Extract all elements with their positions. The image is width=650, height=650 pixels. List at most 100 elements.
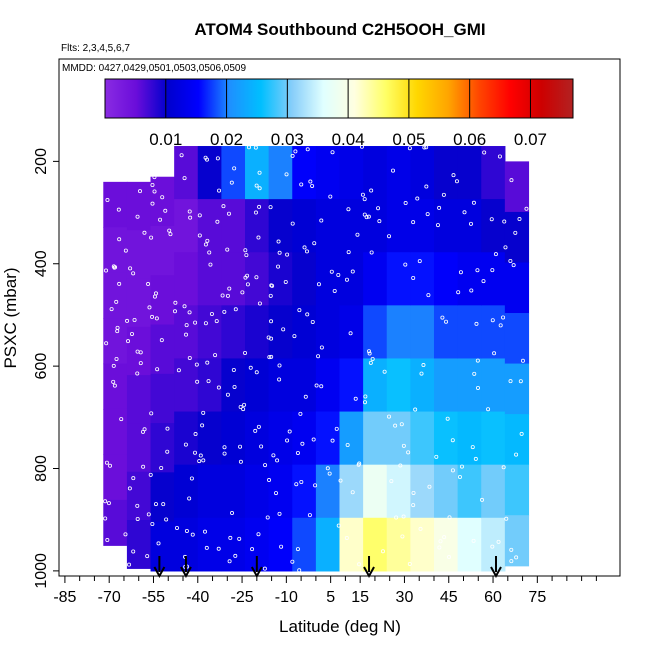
sample-point	[205, 238, 210, 243]
sample-point	[394, 515, 399, 520]
heatmap-cell	[363, 146, 388, 200]
sample-point	[325, 466, 330, 471]
sample-point	[362, 212, 367, 217]
heatmap-cell	[103, 408, 128, 456]
sample-point	[217, 188, 222, 193]
sample-point	[290, 221, 295, 226]
sample-point	[233, 307, 238, 312]
sample-point	[206, 379, 211, 384]
sample-point	[148, 472, 153, 477]
heatmap-cell	[504, 313, 530, 365]
sample-point	[350, 490, 355, 495]
sample-point	[435, 223, 440, 228]
sample-point	[242, 402, 247, 407]
y-tick-label: 800	[33, 455, 50, 482]
sample-point	[238, 404, 243, 409]
heatmap-cell	[150, 472, 175, 523]
sample-point	[298, 411, 303, 416]
sample-point	[345, 443, 350, 448]
sample-point	[277, 511, 282, 516]
sample-point	[277, 377, 282, 382]
sample-point	[135, 371, 140, 376]
sample-point	[407, 561, 412, 566]
sample-point	[328, 194, 333, 199]
heatmap-cell	[386, 199, 411, 253]
heatmap-cell	[410, 146, 435, 200]
colorbar-tick-label: 0.01	[149, 130, 182, 149]
sample-point	[302, 245, 307, 250]
sample-point	[471, 538, 476, 543]
sample-point	[256, 424, 261, 429]
sample-point	[344, 535, 349, 540]
sample-point	[216, 385, 221, 390]
sample-point	[188, 215, 193, 220]
sample-point	[382, 369, 387, 374]
heatmap-cell	[339, 252, 364, 306]
sample-point	[149, 235, 154, 240]
sample-point	[138, 350, 143, 355]
heatmap-cell	[221, 517, 246, 572]
colorbar-tick-label: 0.06	[453, 130, 486, 149]
sample-point	[472, 371, 477, 376]
sample-point	[357, 461, 362, 466]
heatmap-cell	[150, 275, 175, 326]
sample-point	[203, 321, 208, 326]
sample-point	[103, 499, 108, 504]
heatmap-cell	[174, 199, 199, 253]
sample-point	[411, 220, 416, 225]
sample-point	[514, 555, 519, 560]
sample-point	[520, 358, 525, 363]
sample-point	[131, 476, 136, 481]
sample-point	[243, 275, 248, 280]
colorbar-tick-label: 0.07	[514, 130, 547, 149]
sample-point	[501, 465, 506, 470]
sample-point	[208, 262, 213, 267]
sample-point	[232, 166, 237, 171]
heatmap-cell	[197, 199, 222, 253]
sample-point	[184, 323, 189, 328]
sample-point	[189, 476, 194, 481]
heatmap-cell	[150, 373, 175, 424]
sample-point	[276, 239, 281, 244]
sample-point	[312, 241, 317, 246]
sample-point	[183, 442, 188, 447]
colorbar-tick-label: 0.03	[271, 130, 304, 149]
heatmap-cell	[126, 520, 152, 569]
sample-point	[128, 266, 133, 271]
sample-point	[232, 384, 237, 389]
sample-point	[469, 288, 474, 293]
sample-point	[290, 153, 295, 158]
sample-point	[504, 516, 509, 521]
sample-point	[168, 232, 173, 237]
sample-point	[257, 301, 262, 306]
sample-point	[360, 192, 365, 197]
sample-point	[403, 201, 408, 206]
sample-point	[503, 245, 508, 250]
sample-point	[197, 213, 202, 218]
sample-point	[176, 368, 181, 373]
sample-point	[450, 468, 455, 473]
sample-point	[293, 149, 298, 154]
sample-point	[195, 379, 200, 384]
heatmap-cell	[457, 464, 482, 519]
sample-point	[401, 514, 406, 519]
heatmap-cell	[245, 199, 270, 253]
heatmap-cell	[433, 305, 459, 360]
sample-point	[316, 282, 321, 287]
y-axis: 200 400 600 800 1000	[33, 148, 59, 589]
sample-point	[275, 458, 280, 463]
sample-point	[192, 450, 197, 455]
sample-point	[112, 265, 117, 270]
sample-point	[475, 268, 480, 273]
sample-point	[104, 460, 109, 465]
sample-point	[154, 316, 159, 321]
sample-point	[201, 410, 206, 415]
sample-point	[142, 230, 147, 235]
y-tick-label: 400	[33, 250, 50, 277]
heatmap-cell	[174, 358, 199, 413]
sample-point	[238, 459, 243, 464]
sample-point	[215, 156, 220, 161]
sample-point	[489, 217, 494, 222]
sample-point	[163, 208, 168, 213]
sample-point	[421, 363, 426, 368]
